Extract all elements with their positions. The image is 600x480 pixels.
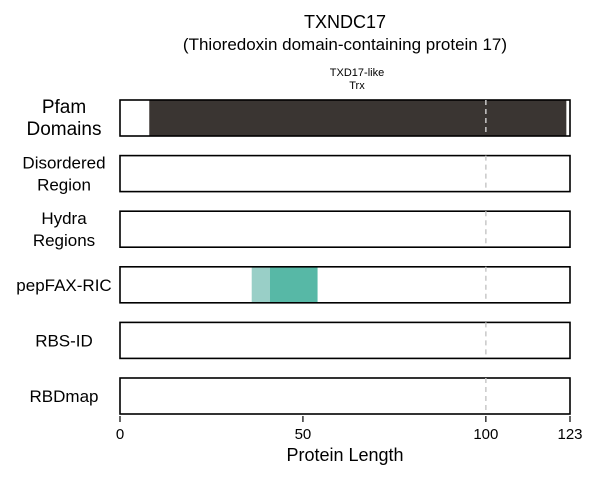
track-frame [119, 99, 571, 137]
segment-pfam-domains-0 [149, 100, 567, 136]
track-label: RBDmap [30, 387, 99, 406]
track-label: Pfam Domains [27, 97, 102, 140]
x-tick-label: 123 [557, 426, 582, 443]
track-frame [119, 321, 571, 360]
x-axis: 0 50 100 123 [116, 416, 583, 443]
track-rbs-id: RBS-ID [35, 321, 571, 360]
segment-label: TXD17-like Trx [330, 67, 384, 92]
track-disordered-region: Disordered Region [22, 154, 571, 195]
track-frame [119, 210, 571, 248]
track-frame [119, 377, 571, 415]
track-label: Hydra Regions [33, 209, 95, 250]
x-axis-label: Protein Length [286, 445, 403, 465]
track-rbdmap: RBDmap [30, 377, 571, 415]
track-label: pepFAX-RIC [16, 276, 111, 295]
chart-title: TXNDC17 [304, 12, 386, 32]
x-tick-label: 100 [473, 426, 498, 443]
chart-subtitle: (Thioredoxin domain-containing protein 1… [183, 35, 507, 54]
track-label: RBS-ID [35, 331, 93, 350]
track-hydra-regions: Hydra Regions [33, 209, 571, 250]
segment-pepfax-ric-1 [270, 266, 318, 303]
track-label: Disordered Region [22, 154, 105, 195]
track-pfam-domains: TXD17-like Trx Pfam Domains [27, 67, 571, 140]
segment-pepfax-ric-0 [251, 266, 270, 303]
track-frame [119, 154, 571, 193]
x-tick-label: 50 [295, 426, 312, 443]
track-frame [119, 265, 571, 304]
track-pepfax-ric: pepFAX-RIC [16, 265, 571, 304]
tracks: TXD17-like Trx Pfam Domains Disordered Region… [16, 67, 571, 415]
x-tick-label: 0 [116, 426, 124, 443]
